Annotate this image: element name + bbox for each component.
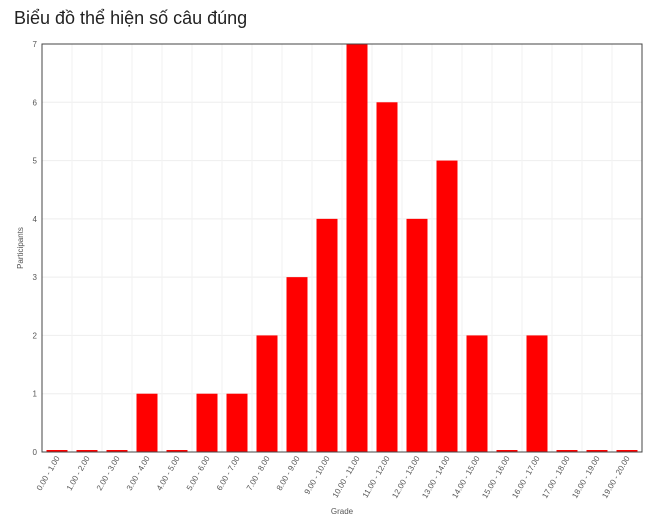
bar — [256, 335, 278, 452]
bar — [136, 393, 158, 452]
y-tick-label: 0 — [33, 448, 38, 457]
x-tick-label: 13.00 - 14.00 — [420, 454, 452, 500]
x-axis-title: Grade — [331, 507, 354, 516]
bar — [166, 450, 188, 452]
x-tick-label: 14.00 - 15.00 — [450, 454, 482, 500]
x-tick-label: 18.00 - 19.00 — [570, 454, 602, 500]
x-tick-label: 19.00 - 20.00 — [600, 454, 632, 500]
x-tick-label: 17.00 - 18.00 — [540, 454, 572, 500]
x-tick-label: 3.00 - 4.00 — [125, 454, 152, 492]
x-tick-label: 2.00 - 3.00 — [95, 454, 122, 492]
y-tick-label: 7 — [33, 40, 38, 49]
x-tick-label: 12.00 - 13.00 — [390, 454, 422, 500]
x-axis-ticks: 0.00 - 1.00 1.00 - 2.00 2.00 - 3.00 3.00 - … — [35, 454, 632, 500]
x-tick-label: 9.00 - 10.00 — [303, 454, 332, 496]
grid-lines — [41, 43, 643, 453]
bar — [46, 450, 68, 452]
page-title: Biểu đồ thể hiện số câu đúng — [14, 8, 248, 28]
y-tick-label: 3 — [33, 273, 38, 282]
y-tick-label: 4 — [33, 215, 38, 224]
bar — [286, 277, 308, 452]
y-tick-label: 2 — [33, 331, 38, 340]
x-tick-label: 0.00 - 1.00 — [35, 454, 62, 492]
bar — [406, 218, 428, 452]
bar — [106, 450, 128, 452]
bar — [226, 393, 248, 452]
bar — [196, 393, 218, 452]
plot-frame — [41, 43, 643, 453]
bar — [346, 44, 368, 452]
y-tick-label: 6 — [33, 98, 38, 107]
y-axis-ticks: 0 1 2 3 4 5 6 7 — [33, 40, 38, 457]
bar — [436, 160, 458, 453]
x-tick-label: 11.00 - 12.00 — [361, 454, 392, 499]
bar — [376, 102, 398, 453]
bar — [556, 450, 578, 452]
bar — [466, 335, 488, 452]
bar — [496, 450, 518, 452]
y-tick-label: 1 — [33, 390, 38, 399]
y-tick-label: 5 — [33, 157, 38, 166]
bar — [316, 218, 338, 452]
bars — [46, 44, 638, 453]
x-tick-label: 16.00 - 17.00 — [510, 454, 542, 500]
bar — [616, 450, 638, 452]
bar — [76, 450, 98, 452]
y-axis-title: Participants — [16, 227, 25, 269]
x-tick-label: 1.00 - 2.00 — [65, 454, 92, 492]
x-tick-label: 8.00 - 9.00 — [275, 454, 302, 492]
x-tick-label: 15.00 - 16.00 — [480, 454, 512, 500]
x-tick-label: 10.00 - 11.00 — [331, 454, 362, 499]
bar — [586, 450, 608, 452]
x-tick-label: 5.00 - 6.00 — [185, 454, 212, 492]
bar — [526, 335, 548, 452]
x-tick-label: 7.00 - 8.00 — [245, 454, 272, 492]
x-tick-label: 6.00 - 7.00 — [215, 454, 242, 492]
x-tick-label: 4.00 - 5.00 — [155, 454, 182, 492]
